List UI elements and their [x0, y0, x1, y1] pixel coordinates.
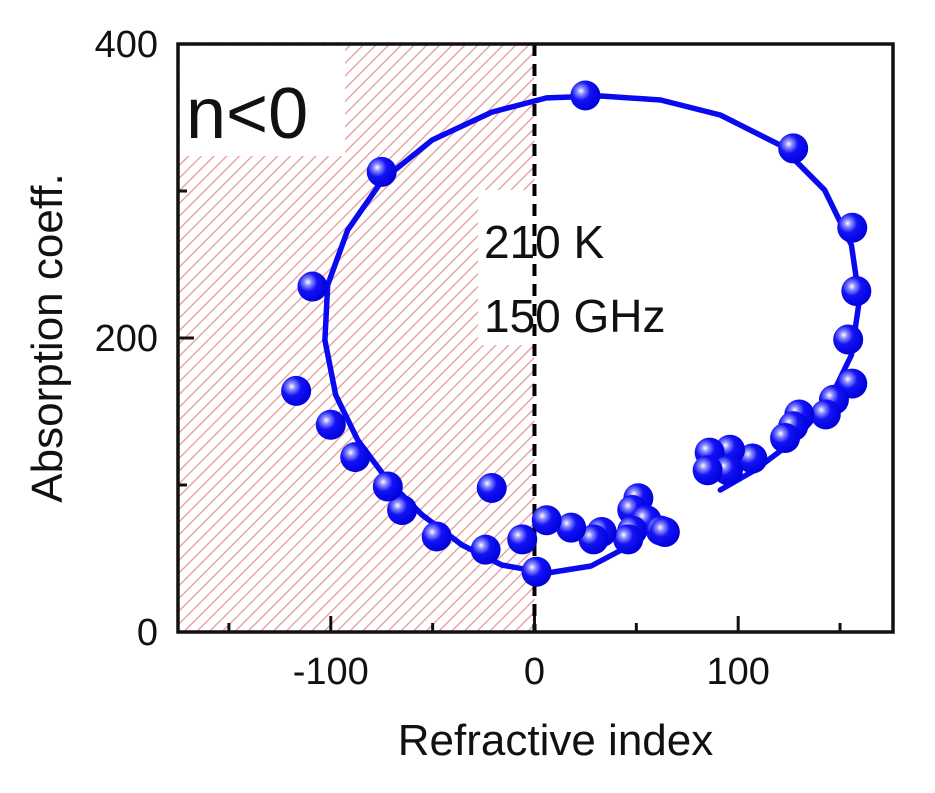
data-point	[297, 271, 328, 302]
data-point	[340, 442, 371, 473]
plot-frame	[176, 42, 895, 634]
x-axis-title: Refractive index	[398, 716, 713, 765]
data-point	[570, 80, 601, 111]
data-point	[507, 524, 538, 555]
y-tick-label: 400	[95, 24, 158, 66]
y-tick-label: 0	[137, 612, 158, 654]
x-tick-label: 100	[706, 651, 769, 693]
data-point	[476, 472, 507, 503]
annotation-temperature: 210 K	[484, 216, 605, 268]
data-point	[692, 455, 723, 486]
data-point	[833, 324, 864, 355]
data-point	[366, 156, 397, 187]
data-point	[649, 517, 680, 548]
data-point	[770, 422, 801, 453]
data-point	[470, 534, 501, 565]
data-point	[315, 409, 346, 440]
data-point	[531, 505, 562, 536]
y-tick-label: 200	[95, 318, 158, 360]
data-point	[387, 494, 418, 525]
data-point	[613, 524, 644, 555]
annotation-frequency: 150 GHz	[484, 290, 666, 342]
x-tick-label: -100	[293, 651, 369, 693]
x-tick-label: 0	[524, 651, 545, 693]
data-point	[778, 133, 809, 164]
data-point	[841, 275, 872, 306]
n-label-background	[180, 46, 345, 156]
data-point	[281, 375, 312, 406]
data-point	[810, 399, 841, 430]
data-point	[837, 212, 868, 243]
data-point	[578, 524, 609, 555]
data-point	[556, 512, 587, 543]
data-point	[521, 556, 552, 587]
data-point	[372, 471, 403, 502]
annotation-background	[478, 190, 538, 345]
data-point	[421, 521, 452, 552]
y-axis-title: Absorption coeff.	[23, 173, 72, 502]
negative-index-label: n<0	[186, 74, 308, 154]
